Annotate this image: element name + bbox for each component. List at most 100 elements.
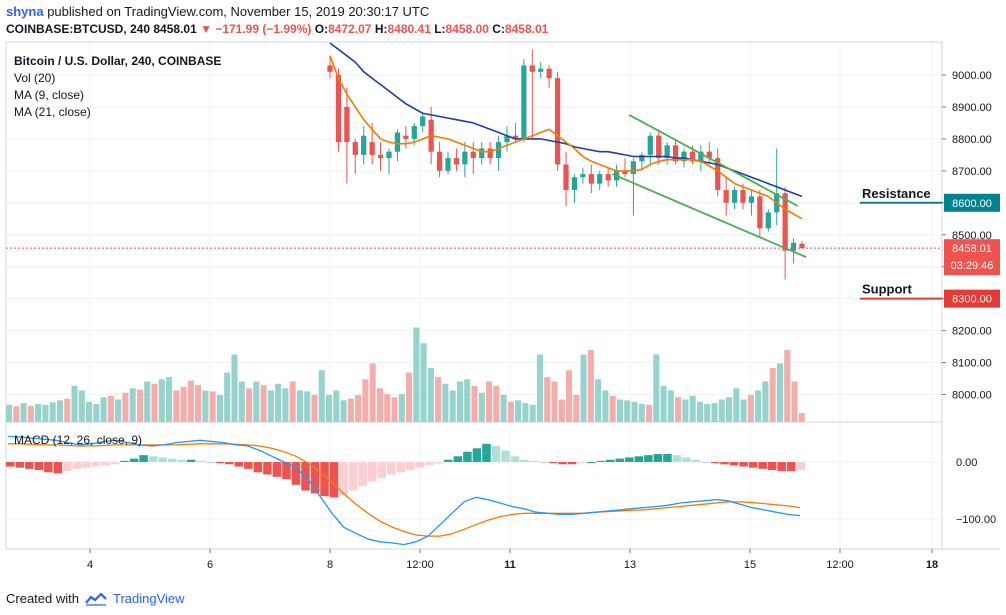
macd-hist-bar (177, 459, 186, 462)
volume-bar (791, 381, 798, 422)
legend-vol: Vol (20) (14, 71, 56, 85)
candle-body (681, 151, 687, 162)
candle-body (436, 151, 443, 171)
candle-body (647, 135, 653, 155)
volume-bar (78, 390, 85, 422)
volume-bar (216, 395, 223, 422)
volume-bar (740, 399, 747, 422)
volume-bar (180, 386, 187, 422)
macd-hist-bar (739, 462, 748, 467)
time-tick-label: 12:00 (406, 559, 434, 571)
volume-bar (107, 395, 114, 422)
macd-hist-bar (663, 454, 672, 462)
candle-body (495, 142, 502, 159)
channel-upper-line (628, 114, 799, 207)
volume-bar (507, 401, 514, 422)
macd-hist-bar (63, 462, 72, 472)
macd-hist-bar (691, 459, 701, 462)
macd-hist-bar (463, 451, 472, 462)
price-tick-label: 9000.00 (952, 70, 992, 82)
volume-bar (115, 399, 122, 422)
candle-body (420, 116, 426, 127)
close-label: C: (492, 22, 505, 36)
volume-bar (267, 390, 274, 422)
candle-body (723, 190, 729, 203)
volume-bar (522, 403, 529, 422)
macd-tick-label: −100.00 (956, 514, 996, 526)
macd-line (7, 435, 801, 546)
candle-body (639, 154, 645, 162)
macd-signal-line (8, 443, 801, 537)
candle-body (394, 132, 401, 152)
volume-bar (798, 413, 805, 422)
macd-hist-bar (282, 462, 291, 480)
macd-hist-bar (358, 462, 367, 486)
macd-hist-bar (558, 462, 567, 465)
author-name[interactable]: shyna (6, 4, 44, 19)
candle-body (765, 212, 771, 229)
legend-macd: MACD (12, 26, close, 9) (14, 433, 143, 447)
candle-body (479, 148, 485, 159)
candle-body (715, 158, 721, 191)
tradingview-brand[interactable]: TradingView (112, 591, 185, 606)
macd-hist-bar (529, 460, 539, 462)
volume-bar (326, 395, 333, 422)
volume-bar (136, 389, 143, 422)
time-tick-label: 13 (624, 559, 636, 571)
macd-hist-bar (34, 462, 44, 470)
volume-bar (362, 379, 369, 422)
footer: Created with TradingView (6, 591, 185, 606)
volume-bar (202, 390, 209, 422)
macd-hist-bar (729, 462, 739, 466)
volume-bar (624, 400, 631, 422)
macd-hist-bar (777, 462, 786, 472)
candle-body (538, 68, 544, 72)
volume-bar (486, 381, 493, 422)
volume-bar (20, 403, 27, 422)
macd-hist-bar (148, 456, 158, 462)
volume-bar (413, 327, 420, 422)
volume-bar (755, 390, 762, 422)
volume-bar (209, 391, 216, 422)
legend-ma21: MA (21, close) (14, 105, 91, 119)
high-value: 8480.41 (387, 22, 431, 36)
volume-bar (704, 404, 711, 422)
candle-body (546, 68, 552, 79)
axes: 9000.00 8900.00 8800.00 8700.00 8600.00 8500.… (87, 70, 1000, 571)
low-label: L: (434, 22, 446, 36)
macd-hist-bar (625, 457, 634, 462)
candle-body (352, 142, 358, 155)
volume-bar (595, 379, 602, 422)
publish-line: shyna published on TradingView.com, Nove… (6, 4, 429, 19)
candle-body (554, 78, 561, 165)
macd-hist-bar (425, 462, 434, 466)
chart-grid (5, 41, 1000, 550)
volume-bar (122, 392, 129, 422)
volume-bar (158, 379, 165, 422)
volume-bar (616, 399, 623, 422)
volume-bar (93, 404, 100, 422)
volume-bar (275, 383, 282, 422)
price-change: ▼ −171.99 (−1.99%) (200, 22, 312, 36)
macd-hist-bar (577, 462, 586, 464)
candle-body (672, 145, 679, 162)
volume-bar (464, 379, 471, 422)
macd-tick-label: 0.00 (956, 457, 977, 469)
candle-body (344, 106, 350, 143)
volume-bar (646, 404, 653, 422)
volume-bar (391, 397, 398, 422)
candle-body (757, 196, 763, 229)
volume-bar (173, 390, 180, 422)
macd-hist-bar (82, 462, 91, 468)
candle-body (521, 65, 527, 139)
price-tick-label: 8100.00 (952, 358, 992, 370)
resistance-label: Resistance (862, 186, 931, 201)
macd-hist-bar (91, 462, 101, 467)
volume-bar (384, 394, 391, 422)
candle-body (377, 154, 384, 159)
volume-bar (333, 390, 340, 422)
macd-pane (6, 435, 805, 546)
symbol-label: COINBASE:BTCUSD, 240 (6, 22, 151, 36)
macd-hist-bar (120, 460, 129, 462)
